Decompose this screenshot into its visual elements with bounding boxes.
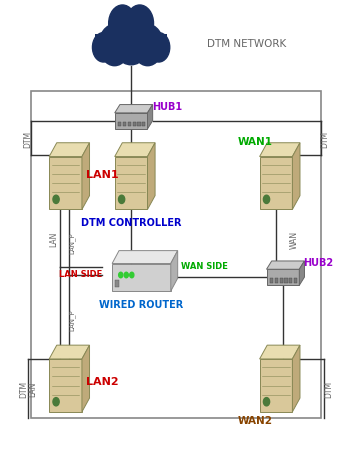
FancyBboxPatch shape	[115, 113, 147, 129]
Polygon shape	[171, 251, 178, 291]
Text: DTM NETWORK: DTM NETWORK	[207, 39, 286, 49]
Text: DTM: DTM	[320, 130, 329, 147]
Polygon shape	[147, 143, 155, 210]
Text: LAN SIDE: LAN SIDE	[59, 269, 102, 279]
Circle shape	[126, 6, 154, 43]
Circle shape	[132, 25, 163, 67]
Polygon shape	[147, 105, 152, 129]
FancyBboxPatch shape	[49, 157, 82, 210]
Polygon shape	[49, 143, 90, 157]
FancyBboxPatch shape	[95, 35, 167, 54]
Text: DTM: DTM	[324, 380, 333, 397]
Circle shape	[119, 273, 123, 278]
Text: HUB2: HUB2	[303, 257, 333, 268]
FancyBboxPatch shape	[275, 278, 278, 283]
Polygon shape	[299, 261, 304, 285]
Circle shape	[148, 34, 170, 63]
FancyBboxPatch shape	[142, 122, 146, 127]
FancyBboxPatch shape	[294, 278, 297, 283]
FancyBboxPatch shape	[118, 122, 121, 127]
FancyBboxPatch shape	[49, 359, 82, 412]
Text: WAN1: WAN1	[238, 137, 273, 147]
Circle shape	[264, 397, 270, 406]
FancyBboxPatch shape	[260, 157, 293, 210]
Circle shape	[53, 196, 59, 204]
Polygon shape	[115, 105, 152, 114]
Circle shape	[109, 6, 136, 43]
Circle shape	[92, 34, 115, 63]
Polygon shape	[82, 143, 90, 210]
Text: LAN_P: LAN_P	[69, 232, 76, 254]
Polygon shape	[293, 143, 300, 210]
Text: HUB1: HUB1	[152, 101, 182, 112]
Text: WIRED ROUTER: WIRED ROUTER	[99, 300, 184, 310]
Text: LAN1: LAN1	[86, 169, 119, 179]
FancyBboxPatch shape	[123, 122, 126, 127]
FancyBboxPatch shape	[260, 359, 293, 412]
FancyBboxPatch shape	[138, 122, 141, 127]
Text: LAN2: LAN2	[86, 376, 119, 386]
Polygon shape	[266, 261, 304, 269]
Text: DTM: DTM	[23, 130, 32, 147]
Polygon shape	[260, 143, 300, 157]
Text: DTM: DTM	[19, 380, 28, 397]
FancyBboxPatch shape	[289, 278, 293, 283]
Circle shape	[99, 25, 130, 67]
FancyBboxPatch shape	[132, 122, 136, 127]
Polygon shape	[49, 345, 90, 359]
Text: LAN_P: LAN_P	[69, 308, 76, 330]
Text: LAN: LAN	[50, 231, 59, 246]
Circle shape	[119, 196, 125, 204]
FancyBboxPatch shape	[112, 264, 171, 291]
Circle shape	[124, 273, 128, 278]
Text: LAN: LAN	[28, 381, 37, 396]
Polygon shape	[82, 345, 90, 412]
Circle shape	[111, 12, 151, 66]
Text: DTM CONTROLLER: DTM CONTROLLER	[81, 218, 181, 228]
Text: WAN SIDE: WAN SIDE	[181, 262, 228, 271]
Polygon shape	[260, 345, 300, 359]
Circle shape	[264, 196, 270, 204]
Text: WAN2: WAN2	[238, 415, 273, 425]
FancyBboxPatch shape	[279, 278, 283, 283]
FancyBboxPatch shape	[266, 269, 299, 285]
Circle shape	[130, 273, 134, 278]
Circle shape	[53, 397, 59, 406]
FancyBboxPatch shape	[115, 157, 147, 210]
FancyBboxPatch shape	[128, 122, 131, 127]
Polygon shape	[115, 143, 155, 157]
FancyBboxPatch shape	[284, 278, 288, 283]
Polygon shape	[293, 345, 300, 412]
Polygon shape	[112, 251, 178, 264]
FancyBboxPatch shape	[270, 278, 273, 283]
FancyBboxPatch shape	[115, 280, 119, 288]
Text: WAN: WAN	[289, 231, 298, 249]
